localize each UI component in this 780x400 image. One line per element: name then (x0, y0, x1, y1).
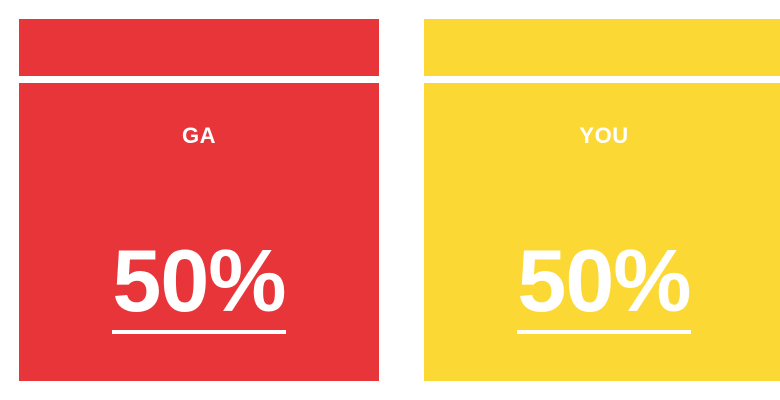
ga-card-label: GA (182, 123, 216, 148)
you-card-percent[interactable]: 50% (517, 235, 692, 334)
ga-card-percent[interactable]: 50% (112, 235, 287, 334)
ga-card: GA 50% (19, 19, 379, 381)
you-card-value-wrap: 50% (424, 235, 780, 334)
ga-card-header-band (19, 19, 379, 76)
ga-card-value-wrap: 50% (19, 235, 379, 334)
you-card-divider (424, 76, 780, 83)
ga-card-divider (19, 76, 379, 83)
you-card: YOU 50% (424, 19, 780, 381)
you-card-header-band (424, 19, 780, 76)
you-card-label: YOU (579, 123, 629, 148)
